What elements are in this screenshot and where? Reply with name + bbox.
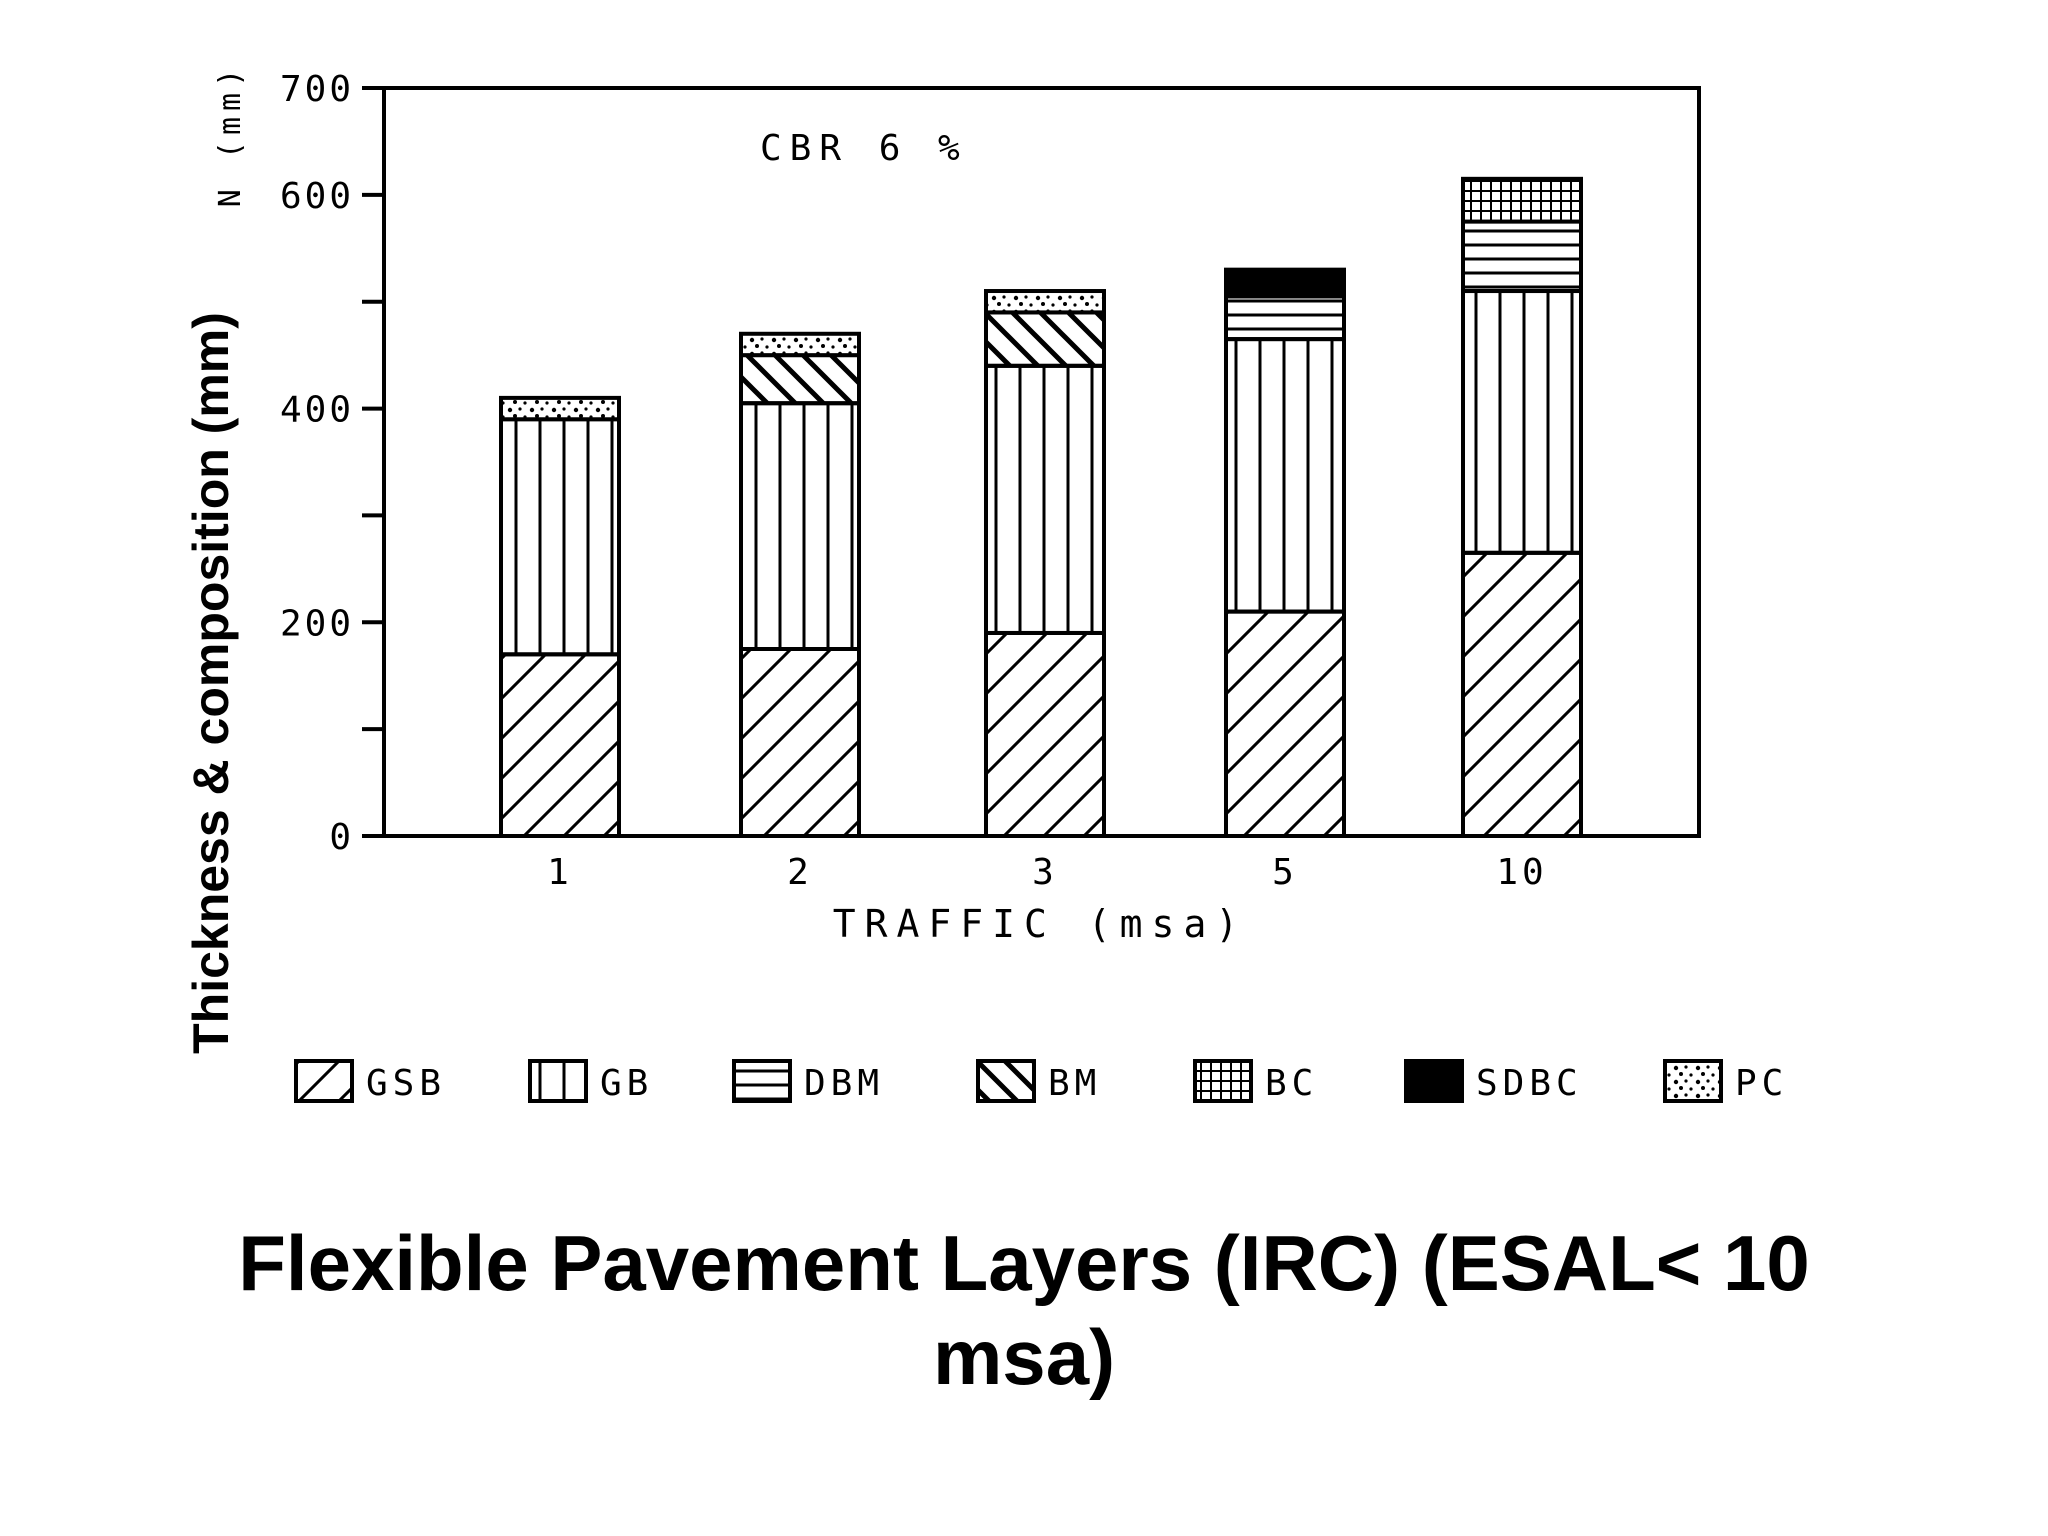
legend-label: PC bbox=[1735, 1063, 1788, 1104]
legend-swatch bbox=[1404, 1059, 1464, 1103]
x-tick-label: 3 bbox=[1032, 852, 1058, 893]
bars bbox=[499, 176, 1583, 838]
legend-swatch bbox=[528, 1059, 588, 1103]
bar-segment-gsb bbox=[984, 630, 1106, 838]
legend-swatch bbox=[294, 1059, 354, 1103]
y-axis-label: Thickness & composition (mm) bbox=[183, 312, 239, 1054]
legend-label: GB bbox=[600, 1063, 653, 1104]
legend-item-pc: PC bbox=[1663, 1059, 1788, 1104]
y-tick-label: 0 bbox=[329, 817, 354, 858]
legend-swatch bbox=[732, 1059, 792, 1103]
legend-item-sdbc: SDBC bbox=[1404, 1059, 1583, 1104]
legend-label: BC bbox=[1265, 1063, 1318, 1104]
legend-label: DBM bbox=[804, 1063, 884, 1104]
legend-item-gsb: GSB bbox=[294, 1059, 446, 1104]
bar-segment-bm bbox=[739, 353, 861, 406]
bar-segment-pc bbox=[739, 331, 861, 358]
x-tick-label: 2 bbox=[787, 852, 813, 893]
bar-segment-dbm bbox=[1224, 294, 1346, 342]
bar-stack bbox=[984, 289, 1106, 838]
bar-segment-sdbc bbox=[1224, 267, 1346, 299]
x-axis: 1 2 3 5 10 bbox=[547, 852, 1547, 893]
bar-stack bbox=[739, 331, 861, 838]
bar-segment-dbm bbox=[1461, 219, 1583, 294]
bar-segment-gsb bbox=[1461, 550, 1583, 838]
legend: GSB GB DBM BM BC SDBC PC bbox=[294, 1059, 1788, 1104]
bar-segment-bm bbox=[984, 310, 1106, 368]
legend-label: BM bbox=[1048, 1063, 1101, 1104]
y-tick-label: 600 bbox=[280, 176, 354, 217]
legend-item-bm: BM bbox=[976, 1059, 1101, 1104]
cbr-annotation: CBR 6 % bbox=[760, 128, 968, 169]
y-axis: 0 200 400 600 700 bbox=[280, 69, 384, 858]
legend-swatch bbox=[976, 1059, 1036, 1103]
bar-segment-gb bbox=[739, 401, 861, 651]
legend-swatch bbox=[1193, 1059, 1253, 1103]
x-tick-label: 5 bbox=[1272, 852, 1298, 893]
y-axis-unit-label: N (mm) bbox=[213, 63, 248, 207]
bar-stack bbox=[1224, 267, 1346, 838]
legend-item-dbm: DBM bbox=[732, 1059, 884, 1104]
legend-item-bc: BC bbox=[1193, 1059, 1318, 1104]
bar-segment-gb bbox=[1224, 337, 1346, 614]
legend-item-gb: GB bbox=[528, 1059, 653, 1104]
bar-stack bbox=[1461, 176, 1583, 838]
bar-segment-pc bbox=[984, 289, 1106, 315]
caption-line-1: Flexible Pavement Layers (IRC) (ESAL< 10 bbox=[238, 1219, 1810, 1307]
bar-segment-gb bbox=[1461, 289, 1583, 555]
bar-stack bbox=[499, 395, 621, 838]
legend-label: GSB bbox=[366, 1063, 446, 1104]
x-tick-label: 10 bbox=[1496, 852, 1547, 893]
caption-line-2: msa) bbox=[932, 1313, 1116, 1401]
x-tick-label: 1 bbox=[547, 852, 573, 893]
y-tick-label: 200 bbox=[280, 603, 354, 644]
x-axis-label: TRAFFIC (msa) bbox=[833, 902, 1247, 946]
y-tick-label: 400 bbox=[280, 390, 354, 431]
bar-segment-gsb bbox=[1224, 609, 1346, 838]
bar-segment-pc bbox=[499, 395, 621, 422]
bar-segment-gsb bbox=[739, 647, 861, 838]
legend-swatch bbox=[1663, 1059, 1723, 1103]
bar-segment-gb bbox=[984, 363, 1106, 635]
legend-label: SDBC bbox=[1476, 1063, 1583, 1104]
y-tick-label: 700 bbox=[280, 69, 354, 110]
bar-segment-gsb bbox=[499, 652, 621, 838]
bar-segment-gb bbox=[499, 417, 621, 657]
bar-segment-bc bbox=[1461, 176, 1583, 224]
